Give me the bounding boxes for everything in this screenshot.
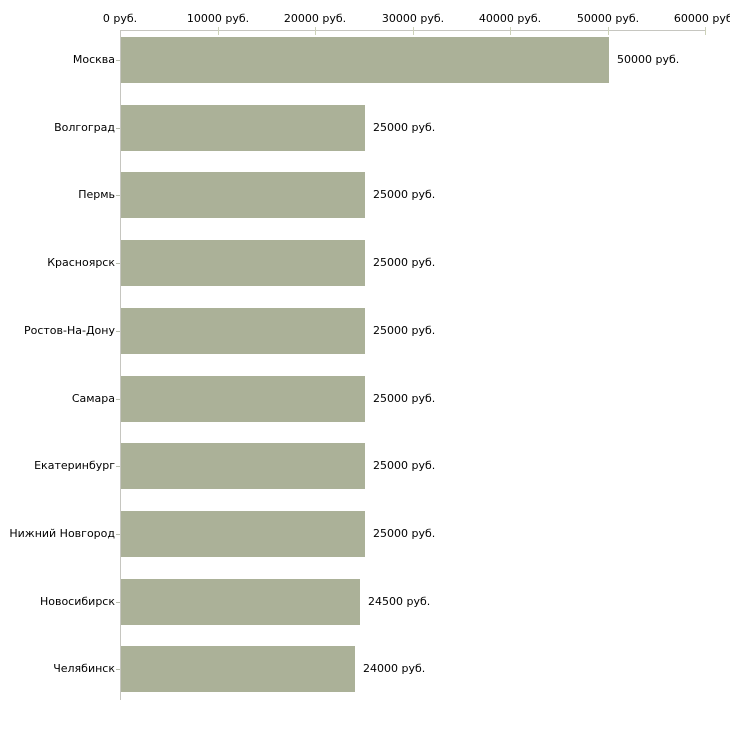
x-axis-tick <box>705 27 706 35</box>
bar <box>121 240 365 286</box>
x-axis-tick <box>510 27 511 35</box>
x-axis-tick <box>315 27 316 35</box>
x-axis-tick-label: 30000 руб. <box>381 12 445 25</box>
x-axis-tick <box>218 27 219 35</box>
x-axis-tick-label: 40000 руб. <box>478 12 542 25</box>
bar <box>121 172 365 218</box>
category-tick <box>116 128 120 129</box>
x-axis-tick-label: 0 руб. <box>102 12 138 25</box>
category-label: Новосибирск <box>39 595 115 608</box>
bar <box>121 579 360 625</box>
category-label: Челябинск <box>53 662 115 675</box>
x-axis-tick-label: 60000 руб. <box>673 12 730 25</box>
category-label: Самара <box>71 392 115 405</box>
bar <box>121 511 365 557</box>
value-label: 25000 руб. <box>373 188 436 201</box>
x-axis-tick <box>413 27 414 35</box>
value-label: 25000 руб. <box>373 324 436 337</box>
category-label: Екатеринбург <box>34 459 115 472</box>
bar <box>121 443 365 489</box>
bar <box>121 105 365 151</box>
x-axis-tick-label: 20000 руб. <box>283 12 347 25</box>
category-label: Пермь <box>78 188 115 201</box>
value-label: 24000 руб. <box>363 662 426 675</box>
bar <box>121 646 355 692</box>
category-label: Ростов-На-Дону <box>23 324 115 337</box>
category-tick <box>116 466 120 467</box>
bar <box>121 37 609 83</box>
category-tick <box>116 331 120 332</box>
category-tick <box>116 60 120 61</box>
category-tick <box>116 263 120 264</box>
value-label: 25000 руб. <box>373 459 436 472</box>
x-axis-tick-label: 10000 руб. <box>186 12 250 25</box>
category-tick <box>116 195 120 196</box>
y-axis-line <box>120 30 121 700</box>
value-label: 50000 руб. <box>617 53 680 66</box>
category-label: Красноярск <box>47 256 115 269</box>
bar <box>121 308 365 354</box>
category-tick <box>116 534 120 535</box>
category-tick <box>116 399 120 400</box>
value-label: 25000 руб. <box>373 256 436 269</box>
category-label: Волгоград <box>54 121 115 134</box>
x-axis-tick <box>608 27 609 35</box>
category-label: Нижний Новгород <box>9 527 115 540</box>
category-tick <box>116 669 120 670</box>
category-tick <box>116 602 120 603</box>
value-label: 25000 руб. <box>373 392 436 405</box>
value-label: 24500 руб. <box>368 595 431 608</box>
value-label: 25000 руб. <box>373 121 436 134</box>
x-axis-tick-label: 50000 руб. <box>576 12 640 25</box>
category-label: Москва <box>72 53 115 66</box>
bar <box>121 376 365 422</box>
value-label: 25000 руб. <box>373 527 436 540</box>
